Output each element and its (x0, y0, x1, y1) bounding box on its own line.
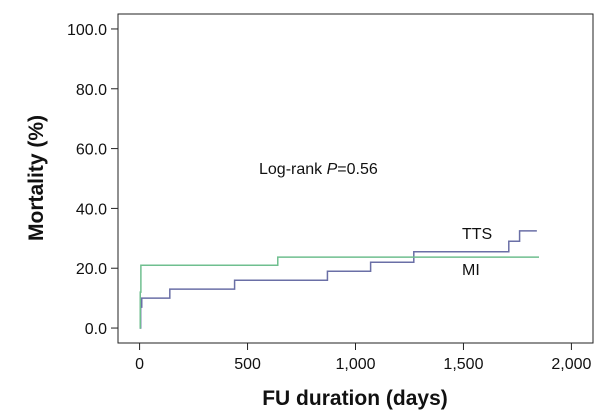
x-axis-ticks: 0 500 1,000 1,500 2,000 (135, 343, 592, 373)
y-tick-label: 60.0 (76, 142, 107, 159)
x-tick-label: 1,000 (335, 356, 375, 373)
series-line-mi (139, 256, 540, 329)
x-tick-label: 500 (234, 356, 261, 373)
log-rank-annotation: Log-rank P=0.56 (259, 161, 378, 178)
y-tick-label: 100.0 (67, 22, 107, 39)
x-tick-label: 2,000 (551, 356, 591, 373)
y-tick-label: 20.0 (76, 261, 107, 278)
series-line-tts (139, 230, 537, 329)
series-layer (139, 230, 540, 329)
x-tick-label: 1,500 (443, 356, 483, 373)
annotation-suffix: =0.56 (337, 161, 378, 178)
y-axis-title: Mortality (%) (25, 115, 48, 241)
x-axis-title: FU duration (days) (262, 387, 448, 410)
annotation-prefix: Log-rank (259, 161, 327, 178)
x-tick-label: 0 (135, 356, 144, 373)
series-label-mi: MI (462, 262, 480, 279)
y-axis-ticks: 0.0 20.0 40.0 60.0 80.0 100.0 (67, 22, 118, 338)
y-tick-label: 40.0 (76, 201, 107, 218)
y-tick-label: 80.0 (76, 82, 107, 99)
series-label-tts: TTS (462, 226, 492, 243)
annotation-p-italic: P (327, 161, 338, 178)
plot-frame (117, 13, 594, 344)
y-tick-label: 0.0 (85, 321, 107, 338)
series-labels: TTS MI (462, 226, 492, 279)
